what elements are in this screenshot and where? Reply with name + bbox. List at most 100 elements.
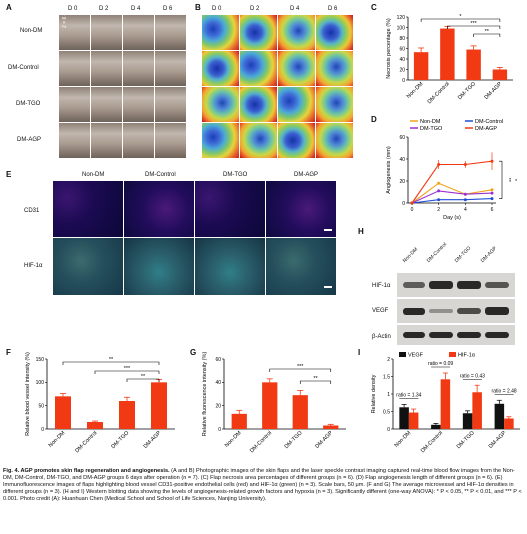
category-label: DM-AGP [314, 430, 334, 450]
y-tick-label: 120 [397, 15, 406, 21]
legend-swatch [449, 352, 456, 357]
category-label: DM-AGP [488, 430, 508, 450]
flap-photo [90, 122, 123, 159]
data-point [463, 198, 467, 202]
flap-photo [122, 50, 155, 87]
bar [440, 28, 455, 80]
y-axis-label: Relative density [371, 374, 377, 413]
flap-photo [154, 86, 187, 123]
scale-bar [324, 229, 332, 231]
panel-label-g: G [190, 348, 197, 357]
panel-h-group-label: DM-AGP [479, 245, 499, 264]
bar [55, 396, 71, 429]
y-tick-label: 0 [41, 427, 44, 433]
laser-image [239, 50, 278, 87]
data-point [437, 189, 441, 193]
bar [151, 382, 167, 429]
flap-photo [58, 122, 91, 159]
y-tick-label: 2 [387, 357, 390, 363]
laser-image [315, 50, 354, 87]
panel-e-row-label: HIF-1α [24, 263, 43, 269]
significance-bracket [94, 370, 160, 374]
y-tick-label: 0 [402, 78, 405, 84]
bar [413, 52, 429, 80]
significance-label: ** [485, 29, 490, 35]
blot-strip-vegf [397, 299, 515, 323]
scale-note: 2 × 6 cm [62, 8, 68, 28]
flap-photo [122, 14, 155, 51]
data-point [410, 201, 414, 205]
chart-fluorescence: 0 20 40 60 Relative fluorescence intensity (… [202, 352, 346, 454]
panel-h-group-label: Non-DM [401, 246, 420, 264]
legend-label: VEGF [408, 353, 424, 359]
significance-bracket [447, 25, 501, 29]
chart-blood-vessel: 0 50 100 150 Relative blood vessel intensity… [25, 352, 175, 454]
laser-image [277, 122, 316, 159]
bar [399, 407, 409, 429]
panel-e-group-label: Non-DM [82, 172, 105, 178]
significance-bracket [269, 368, 332, 372]
ratio-label: ratio = 1.34 [396, 393, 421, 399]
panel-a-day-label: D 4 [131, 6, 141, 12]
flap-photo [58, 86, 91, 123]
laser-image [277, 14, 316, 51]
data-point [490, 191, 494, 195]
significance-label: ** [109, 357, 114, 363]
bar [431, 424, 441, 429]
panel-a-group-label: Non-DM [20, 28, 43, 34]
panel-e-group-label: DM-AGP [294, 172, 318, 178]
flap-photo [90, 50, 123, 87]
if-cd31-image [123, 180, 195, 238]
bar [492, 69, 508, 80]
category-label: DM-AGP [483, 81, 503, 101]
significance-bracket [299, 380, 332, 384]
laser-image [277, 50, 316, 87]
y-axis-label: Relative fluorescence intensity (%) [202, 352, 208, 437]
y-tick-label: 0.5 [383, 409, 390, 415]
laser-image [277, 86, 316, 123]
y-tick-label: 40 [215, 380, 221, 386]
significance-label: * [459, 14, 462, 20]
category-label: DM-AGP [143, 430, 163, 450]
flap-photo [154, 14, 187, 51]
flap-photo [154, 122, 187, 159]
panel-label-d: D [371, 115, 377, 124]
bar [504, 418, 514, 429]
bar [466, 49, 481, 80]
bar [408, 412, 419, 429]
laser-image [239, 122, 278, 159]
if-cd31-image [52, 180, 124, 238]
legend-label: DM-AGP [475, 126, 497, 132]
x-tick-label: 6 [491, 207, 494, 213]
ratio-label: ratio = 0.09 [428, 361, 453, 367]
significance-bracket [499, 160, 503, 199]
series-line [411, 160, 493, 204]
ratio-label: ratio = 2.48 [492, 388, 517, 394]
significance-bracket [420, 18, 501, 22]
panel-label-i: I [358, 348, 361, 357]
series-line [411, 198, 493, 204]
y-tick-label: 20 [399, 179, 405, 185]
significance-bracket [126, 378, 160, 382]
y-tick-label: 20 [399, 67, 405, 73]
panel-b-day-label: D 4 [290, 6, 300, 12]
category-label: DM-Control [427, 81, 451, 105]
flap-photo [154, 50, 187, 87]
category-label: Non-DM [406, 81, 425, 100]
significance-label: *** [470, 21, 477, 27]
significance-label: ** [313, 376, 318, 382]
laser-image [315, 86, 354, 123]
legend-label: Non-DM [420, 119, 441, 125]
bar [472, 392, 482, 429]
significance-label: * [511, 179, 517, 182]
flap-photo [90, 14, 123, 51]
panel-h-row-label: VEGF [372, 308, 389, 314]
y-tick-label: 100 [36, 380, 45, 386]
panel-a-group-label: DM-Control [8, 65, 39, 71]
category-label: DM-TGO [110, 430, 131, 451]
chart-relative-density: 0 0.5 1 1.5 2 Relative density ratio = 1.34 Non… [371, 352, 520, 454]
bar [262, 382, 278, 429]
panel-a-group-label: DM-TGO [16, 101, 41, 107]
category-label: DM-Control [249, 430, 273, 454]
y-axis-label: Relative blood vessel intensity (%) [25, 352, 31, 436]
